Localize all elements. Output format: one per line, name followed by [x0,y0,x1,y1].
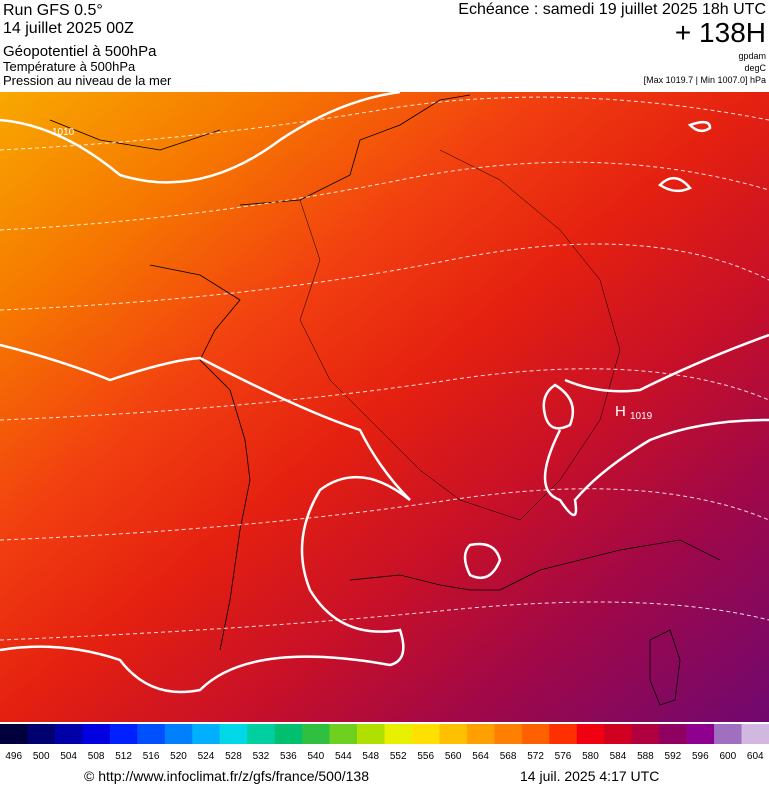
legend-label: 592 [665,751,682,762]
color-swatch [741,724,769,744]
color-swatch [576,724,605,744]
color-swatch [27,724,56,744]
color-swatch [302,724,331,744]
color-swatch [247,724,276,744]
color-swatch [631,724,660,744]
legend-label: 576 [555,751,572,762]
legend-label: 588 [637,751,654,762]
high-pressure-letter: H [615,403,626,420]
legend-label: 524 [198,751,215,762]
color-swatch [0,724,28,744]
source-url: © http://www.infoclimat.fr/z/gfs/france/… [84,768,369,784]
color-swatch [329,724,358,744]
legend-label: 544 [335,751,352,762]
color-swatch [137,724,166,744]
legend-label: 572 [527,751,544,762]
legend-label: 528 [225,751,242,762]
legend-label: 596 [692,751,709,762]
map: 1010 H 1019 [0,90,769,722]
legend-label: 540 [307,751,324,762]
color-swatch [274,724,303,744]
generated-date: 14 juil. 2025 4:17 UTC [520,768,659,784]
color-swatch [192,724,221,744]
run-date: 14 juillet 2025 00Z [3,20,134,37]
color-swatch [521,724,550,744]
legend-label: 496 [5,751,22,762]
color-swatch [439,724,468,744]
legend-label: 568 [500,751,517,762]
unit-degc: degC [744,63,766,73]
header: Run GFS 0.5° 14 juillet 2025 00Z Géopote… [3,1,767,88]
color-swatch [714,724,743,744]
color-swatch [659,724,688,744]
color-swatch [109,724,138,744]
color-swatch [549,724,578,744]
legend-label: 560 [445,751,462,762]
color-swatch [164,724,193,744]
color-swatch [466,724,495,744]
geopotential-contours [0,96,769,641]
legend-label: 580 [582,751,599,762]
legend-label: 548 [362,751,379,762]
color-swatch [54,724,83,744]
legend-label: 512 [115,751,132,762]
legend-label: 600 [719,751,736,762]
isobar-label: 1010 [52,127,75,138]
color-legend: 496 500 504 508 512 516 520 524 528 532 536 540 544 5… [0,724,769,762]
legend-label: 604 [747,751,764,762]
color-swatch [384,724,413,744]
legend-label: 504 [60,751,77,762]
color-swatch [82,724,111,744]
unit-gpdam: gpdam [738,51,766,61]
footer: © http://www.infoclimat.fr/z/gfs/france/… [84,768,659,784]
legend-label: 500 [33,751,50,762]
run-title: Run GFS 0.5° [3,2,103,19]
legend-label: 508 [88,751,105,762]
legend-label: 520 [170,751,187,762]
forecast-time: Echéance : samedi 19 juillet 2025 18h UT… [458,1,766,18]
legend-label: 564 [472,751,489,762]
color-swatch [357,724,385,744]
color-swatch [219,724,248,744]
temperature-field [0,92,769,722]
field-1: Géopotentiel à 500hPa [3,43,157,60]
legend-label: 516 [143,751,160,762]
color-swatch [411,724,440,744]
color-swatch [604,724,633,744]
coastlines [49,94,721,706]
legend-label: 532 [253,751,270,762]
high-pressure-value: 1019 [630,411,653,422]
color-swatch [494,724,523,744]
field-2: Température à 500hPa [3,59,136,74]
isobars [0,90,769,694]
legend-label: 552 [390,751,407,762]
legend-label: 556 [417,751,434,762]
legend-label: 536 [280,751,297,762]
pressure-range: [Max 1019.7 | Min 1007.0] hPa [644,75,766,85]
color-swatch [686,724,715,744]
legend-label: 584 [610,751,627,762]
field-3: Pression au niveau de la mer [3,73,172,88]
lead-time: + 138H [675,17,766,48]
